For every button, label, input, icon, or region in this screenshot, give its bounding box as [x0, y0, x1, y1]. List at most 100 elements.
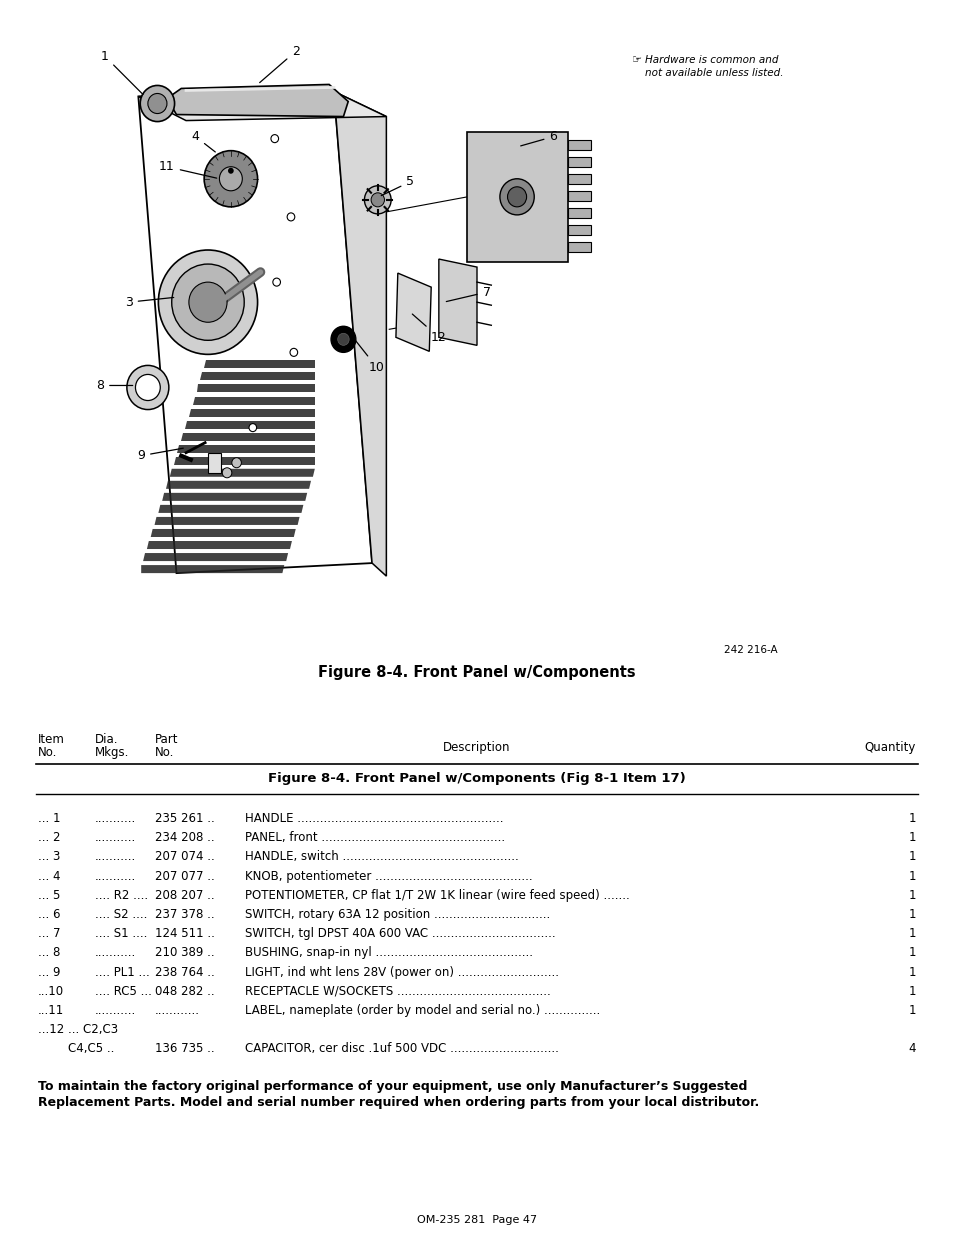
Text: Quantity: Quantity	[863, 741, 915, 755]
Text: Part: Part	[154, 734, 178, 746]
Polygon shape	[170, 469, 314, 477]
Polygon shape	[138, 91, 386, 121]
Text: ...........: ...........	[95, 811, 136, 825]
Text: 048 282 ..: 048 282 ..	[154, 984, 214, 998]
Circle shape	[249, 424, 256, 431]
Text: BUSHING, snap-in nyl ..........................................: BUSHING, snap-in nyl ...................…	[245, 946, 533, 960]
Text: 10: 10	[355, 340, 384, 374]
Text: 242 216-A: 242 216-A	[723, 645, 778, 655]
Text: ...12 ... C2,C3: ...12 ... C2,C3	[38, 1024, 118, 1036]
Text: LIGHT, ind wht lens 28V (power on) ...........................: LIGHT, ind wht lens 28V (power on) .....…	[245, 966, 558, 978]
FancyBboxPatch shape	[567, 207, 591, 217]
Circle shape	[172, 264, 244, 341]
FancyBboxPatch shape	[567, 225, 591, 235]
Text: C4,C5 ..: C4,C5 ..	[38, 1042, 114, 1056]
Circle shape	[371, 193, 384, 206]
FancyBboxPatch shape	[208, 453, 221, 473]
Text: 8: 8	[96, 379, 132, 391]
Polygon shape	[177, 445, 314, 453]
Text: 4: 4	[907, 1042, 915, 1056]
Text: ... 2: ... 2	[38, 831, 60, 845]
Circle shape	[127, 366, 169, 410]
Text: 208 207 ..: 208 207 ..	[154, 889, 214, 902]
Text: not available unless listed.: not available unless listed.	[644, 68, 782, 78]
Text: 11: 11	[159, 161, 216, 178]
FancyBboxPatch shape	[567, 140, 591, 149]
Polygon shape	[200, 373, 314, 380]
Text: No.: No.	[154, 746, 174, 760]
Text: 1: 1	[907, 966, 915, 978]
Text: ... 3: ... 3	[38, 851, 60, 863]
Polygon shape	[147, 541, 292, 550]
Text: 136 735 ..: 136 735 ..	[154, 1042, 214, 1056]
Text: ...........: ...........	[95, 869, 136, 883]
Text: POTENTIOMETER, CP flat 1/T 2W 1K linear (wire feed speed) .......: POTENTIOMETER, CP flat 1/T 2W 1K linear …	[245, 889, 629, 902]
Text: SWITCH, rotary 63A 12 position ...............................: SWITCH, rotary 63A 12 position .........…	[245, 908, 550, 921]
Circle shape	[135, 374, 160, 400]
Text: ... 4: ... 4	[38, 869, 60, 883]
Polygon shape	[141, 566, 284, 573]
Circle shape	[158, 249, 257, 354]
Text: ...11: ...11	[38, 1004, 64, 1016]
Polygon shape	[154, 517, 299, 525]
Text: Replacement Parts. Model and serial number required when ordering parts from you: Replacement Parts. Model and serial numb…	[38, 1095, 759, 1109]
FancyBboxPatch shape	[467, 132, 567, 262]
Polygon shape	[143, 553, 288, 561]
Text: Description: Description	[443, 741, 510, 755]
Polygon shape	[162, 493, 307, 501]
Text: 207 074 ..: 207 074 ..	[154, 851, 214, 863]
Text: 234 208 ..: 234 208 ..	[154, 831, 214, 845]
Text: ...........: ...........	[95, 946, 136, 960]
Text: 12: 12	[412, 314, 446, 343]
Text: 124 511 ..: 124 511 ..	[154, 927, 214, 940]
FancyBboxPatch shape	[567, 174, 591, 184]
Circle shape	[204, 151, 257, 206]
Text: 7: 7	[446, 285, 490, 301]
Text: 1: 1	[907, 811, 915, 825]
Text: ☞: ☞	[631, 56, 641, 65]
Text: 2: 2	[259, 44, 299, 83]
Text: ... 6: ... 6	[38, 908, 60, 921]
Polygon shape	[193, 396, 314, 405]
Circle shape	[273, 278, 280, 287]
Text: Mkgs.: Mkgs.	[95, 746, 130, 760]
Text: LABEL, nameplate (order by model and serial no.) ...............: LABEL, nameplate (order by model and ser…	[245, 1004, 599, 1016]
FancyBboxPatch shape	[567, 190, 591, 201]
Polygon shape	[196, 384, 314, 393]
Text: 1: 1	[907, 946, 915, 960]
Polygon shape	[395, 273, 431, 351]
Text: KNOB, potentiometer ..........................................: KNOB, potentiometer ....................…	[245, 869, 532, 883]
Polygon shape	[185, 421, 314, 429]
Circle shape	[148, 94, 167, 114]
Text: 238 764 ..: 238 764 ..	[154, 966, 214, 978]
Text: 1: 1	[907, 851, 915, 863]
Circle shape	[222, 468, 232, 478]
Circle shape	[287, 212, 294, 221]
Text: Figure 8-4. Front Panel w/Components (Fig 8-1 Item 17): Figure 8-4. Front Panel w/Components (Fi…	[268, 772, 685, 785]
Text: 210 389 ..: 210 389 ..	[154, 946, 214, 960]
Polygon shape	[438, 259, 476, 346]
Circle shape	[219, 167, 242, 190]
Polygon shape	[151, 529, 295, 537]
Text: ... 1: ... 1	[38, 811, 60, 825]
Text: 1: 1	[907, 908, 915, 921]
Text: 1: 1	[907, 831, 915, 845]
Text: .... RC5 ...: .... RC5 ...	[95, 984, 152, 998]
Circle shape	[228, 168, 233, 174]
Text: PANEL, front .................................................: PANEL, front ...........................…	[245, 831, 504, 845]
Text: 207 077 ..: 207 077 ..	[154, 869, 214, 883]
Text: .... PL1 ...: .... PL1 ...	[95, 966, 150, 978]
Text: 237 378 ..: 237 378 ..	[154, 908, 214, 921]
Text: 1: 1	[907, 869, 915, 883]
Circle shape	[140, 85, 174, 121]
Text: ... 9: ... 9	[38, 966, 60, 978]
Text: .... S2 ....: .... S2 ....	[95, 908, 147, 921]
Text: Item: Item	[38, 734, 65, 746]
Text: HANDLE .......................................................: HANDLE .................................…	[245, 811, 503, 825]
Text: HANDLE, switch ...............................................: HANDLE, switch .........................…	[245, 851, 518, 863]
Text: Hardware is common and: Hardware is common and	[644, 56, 778, 65]
Text: 1: 1	[907, 927, 915, 940]
Text: RECEPTACLE W/SOCKETS .........................................: RECEPTACLE W/SOCKETS ...................…	[245, 984, 550, 998]
Text: 1: 1	[907, 984, 915, 998]
Text: No.: No.	[38, 746, 57, 760]
